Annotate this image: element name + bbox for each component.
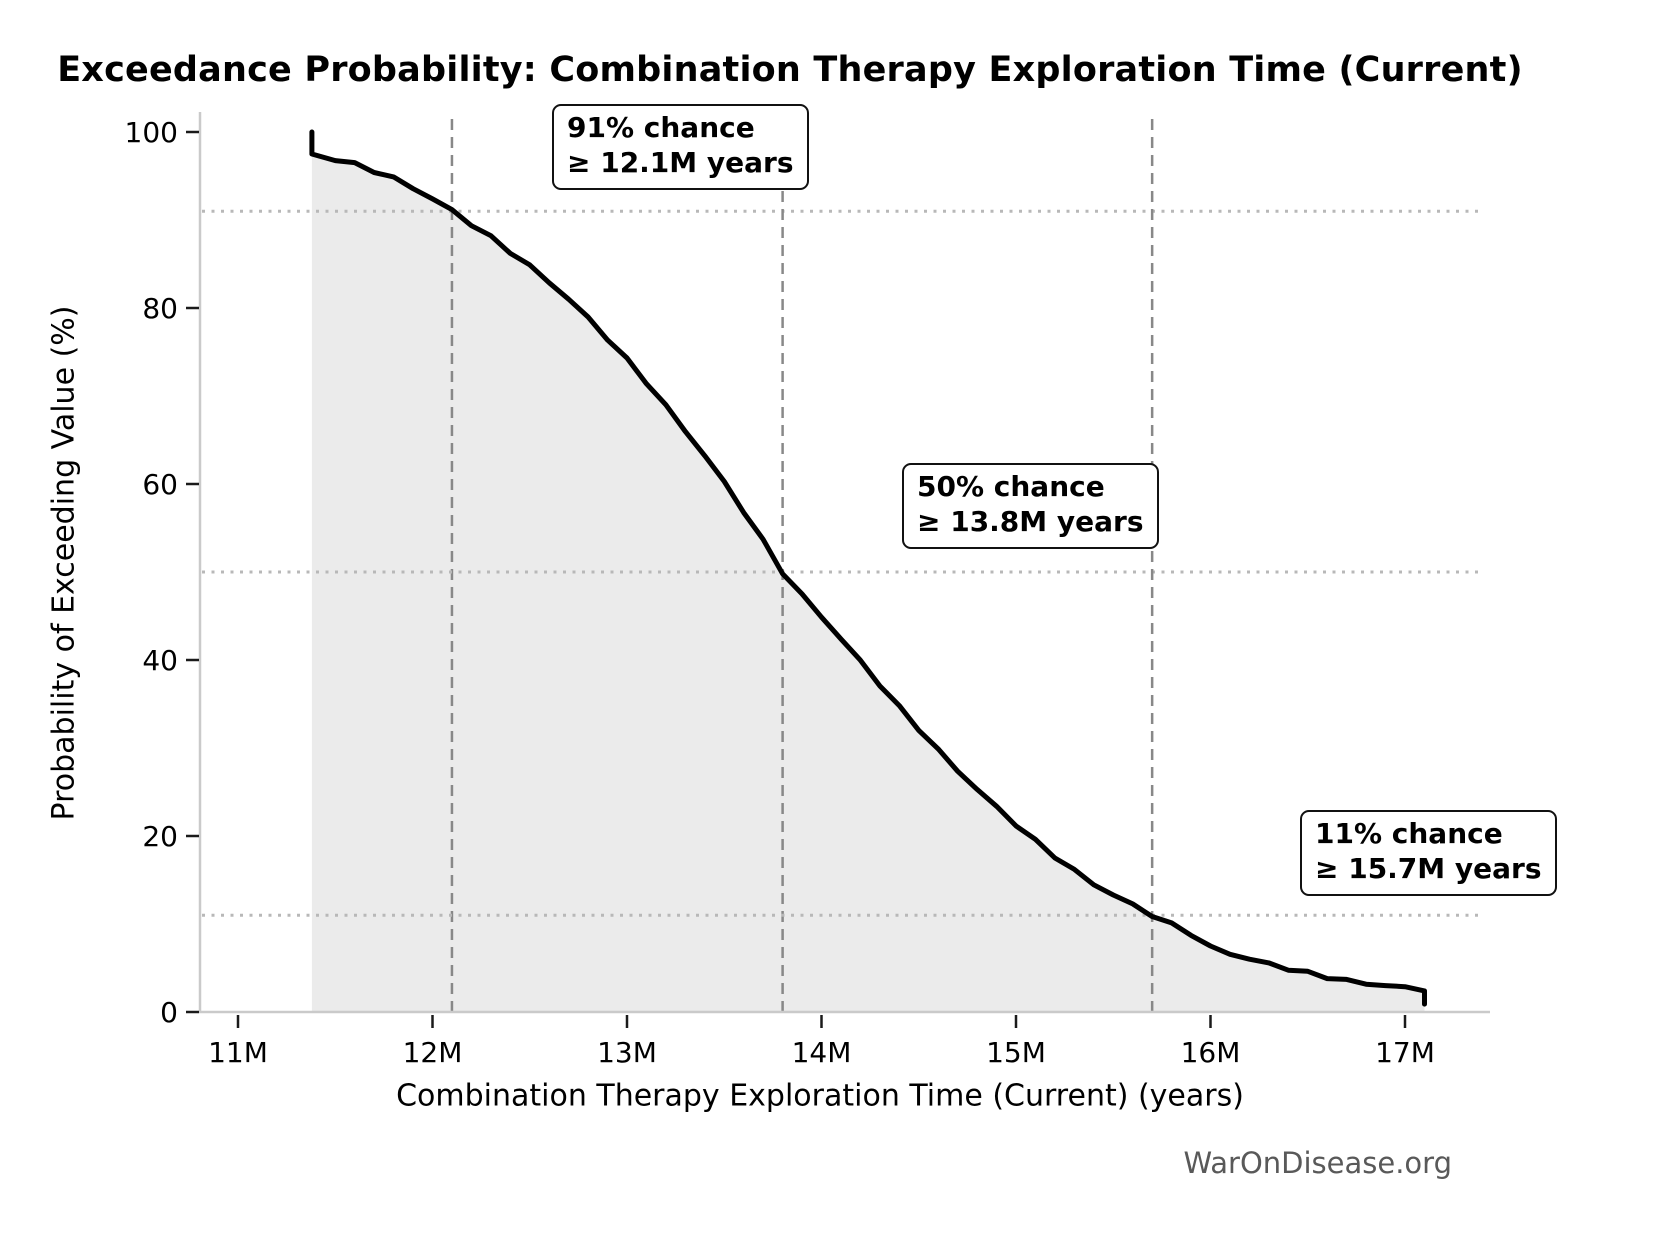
annotation-91-percent: 91% chance ≥ 12.1M years xyxy=(552,104,809,190)
annotation-line-2: ≥ 13.8M years xyxy=(917,505,1144,539)
x-tick-label: 13M xyxy=(597,1036,657,1069)
curve-fill-area xyxy=(311,132,1425,1012)
annotation-line-1: 91% chance xyxy=(567,111,755,144)
exceedance-curve xyxy=(309,129,1427,1007)
annotation-11-percent: 11% chance ≥ 15.7M years xyxy=(1300,810,1557,896)
x-tick-label: 12M xyxy=(403,1036,463,1069)
x-tick-label: 14M xyxy=(792,1036,852,1069)
y-tick-label: 100 xyxy=(125,116,178,149)
annotation-line-2: ≥ 12.1M years xyxy=(567,146,794,180)
watermark: WarOnDisease.org xyxy=(1183,1146,1452,1180)
x-tick-label: 16M xyxy=(1181,1036,1241,1069)
x-tick-label: 11M xyxy=(208,1036,268,1069)
y-axis-label: Probability of Exceeding Value (%) xyxy=(46,305,82,821)
chart-title: Exceedance Probability: Combination Ther… xyxy=(57,50,1523,90)
x-axis-label: Combination Therapy Exploration Time (Cu… xyxy=(396,1078,1244,1114)
x-tick-label: 15M xyxy=(986,1036,1046,1069)
annotation-line-1: 50% chance xyxy=(917,470,1105,503)
y-tick-label: 0 xyxy=(160,996,178,1029)
y-tick-label: 20 xyxy=(142,820,178,853)
annotation-line-2: ≥ 15.7M years xyxy=(1315,852,1542,886)
annotation-line-1: 11% chance xyxy=(1315,817,1503,850)
y-tick-label: 80 xyxy=(142,292,178,325)
x-tick-label: 17M xyxy=(1375,1036,1435,1069)
annotation-50-percent: 50% chance ≥ 13.8M years xyxy=(902,463,1159,549)
y-tick-label: 60 xyxy=(142,468,178,501)
y-tick-label: 40 xyxy=(142,644,178,677)
